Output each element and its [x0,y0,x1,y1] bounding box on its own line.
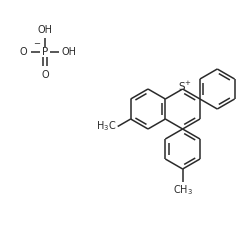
Text: −: − [33,39,40,48]
Text: O: O [41,70,49,80]
Text: S: S [178,82,185,92]
Text: OH: OH [61,47,76,57]
Text: CH$_3$: CH$_3$ [173,183,193,197]
Text: P: P [42,47,48,57]
Text: O: O [19,47,27,57]
Text: +: + [185,80,190,86]
Text: H$_3$C: H$_3$C [96,120,117,133]
Text: OH: OH [38,25,53,35]
